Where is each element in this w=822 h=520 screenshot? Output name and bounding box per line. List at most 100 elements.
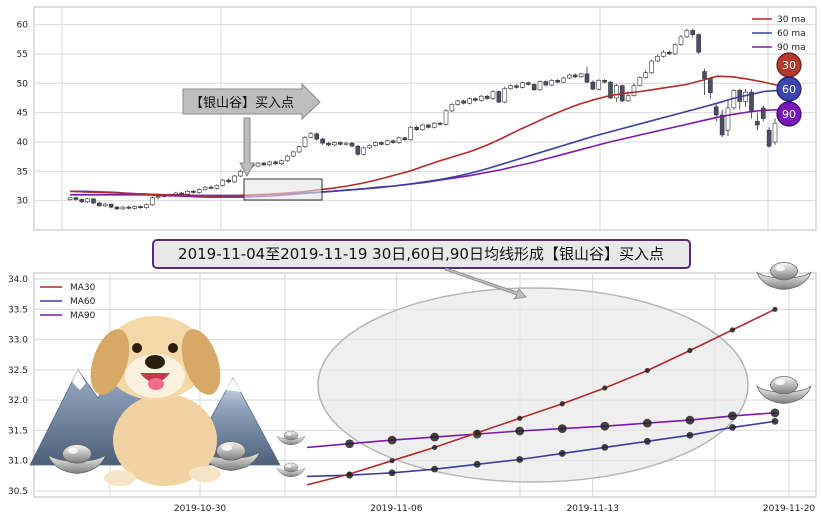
candle — [367, 144, 372, 150]
candle — [502, 86, 508, 104]
candle — [713, 103, 719, 122]
candle — [402, 136, 408, 141]
candle — [643, 70, 649, 79]
candle — [443, 109, 449, 126]
data-point — [602, 385, 608, 391]
data-point — [515, 426, 525, 436]
candle — [490, 90, 496, 100]
data-point — [389, 458, 395, 464]
candle — [455, 99, 461, 106]
y-tick-label: 31.5 — [8, 426, 28, 436]
ma-zoom-legend: MA30 MA60 MA90 — [40, 283, 96, 321]
moving-average-lines — [69, 75, 780, 198]
candle — [520, 81, 525, 89]
candle — [196, 188, 202, 194]
candle — [279, 159, 284, 165]
badge-60-label: 60 — [782, 83, 796, 96]
candle — [719, 109, 725, 138]
data-point — [346, 471, 353, 477]
candlestick-panel: 30 35 40 45 50 55 60 【银山谷】买入点 30 ma 60 ma 90 m… — [17, 6, 817, 231]
callout-arrow: 【银山谷】买入点 — [182, 82, 321, 178]
ma-zoom-y-axis: 30.5 31.0 31.5 32.0 32.5 33.0 33.5 34.0 — [8, 275, 28, 497]
candle — [760, 105, 766, 122]
y-tick-label: 60 — [17, 21, 29, 31]
badge-90 — [776, 101, 802, 127]
dog-mascot — [90, 316, 221, 486]
ma90-zoom-line — [306, 412, 776, 449]
candle — [73, 196, 79, 201]
candle — [384, 139, 390, 146]
y-tick-label: 40 — [17, 138, 29, 148]
x-tick-label: 2019-11-20 — [763, 504, 816, 514]
data-point — [430, 432, 440, 442]
data-point — [558, 450, 566, 457]
candle — [437, 122, 443, 126]
data-point — [644, 367, 650, 374]
candle — [420, 123, 425, 131]
candle — [696, 33, 701, 54]
data-point — [771, 417, 779, 425]
data-point — [687, 347, 693, 354]
candle — [232, 174, 237, 184]
candle — [97, 201, 102, 207]
candle — [343, 141, 349, 146]
candle — [290, 150, 296, 158]
candle — [649, 59, 654, 74]
candle — [379, 141, 384, 146]
candle — [202, 185, 208, 191]
candle — [672, 43, 678, 56]
ma60-zoom-line — [306, 420, 776, 478]
candle — [414, 125, 419, 131]
data-point — [729, 327, 736, 333]
legend-ma30-zoom: MA30 — [70, 283, 96, 293]
candle — [114, 205, 120, 211]
badge-90-label: 90 — [782, 108, 796, 121]
candle — [273, 160, 278, 165]
data-point — [474, 430, 480, 436]
data-point — [772, 306, 778, 312]
banner-pointer — [444, 267, 527, 300]
y-tick-label: 30.5 — [8, 487, 28, 497]
candle — [484, 95, 490, 100]
data-point — [388, 469, 396, 477]
candle — [261, 161, 267, 167]
candle — [155, 195, 161, 200]
legend-ma90-zoom: MA90 — [70, 311, 96, 321]
candle — [561, 76, 566, 84]
data-point — [686, 431, 694, 439]
candle — [326, 141, 331, 147]
candle — [766, 127, 772, 148]
candlestick-series — [67, 28, 778, 211]
candle — [320, 137, 325, 145]
y-tick-label: 45 — [17, 109, 28, 119]
candlestick-grid — [34, 7, 816, 230]
banner-text: 2019-11-04至2019-11-19 30日,60日,90日均线形成【银山… — [178, 245, 664, 263]
ma30-line — [69, 75, 780, 197]
data-point — [516, 456, 524, 463]
candle — [120, 205, 126, 211]
candle — [755, 112, 760, 131]
candle — [126, 205, 132, 210]
candle — [449, 103, 455, 113]
data-point — [601, 443, 609, 451]
y-tick-label: 31.0 — [8, 457, 28, 467]
y-tick-label: 30 — [17, 197, 29, 207]
candle — [473, 97, 478, 102]
x-tick-label: 2019-11-06 — [370, 504, 423, 514]
y-tick-label: 33.0 — [8, 336, 28, 346]
candle — [267, 160, 273, 167]
candle — [684, 28, 690, 39]
candle — [590, 80, 596, 91]
candle — [349, 141, 355, 148]
data-point — [387, 435, 397, 445]
x-tick-label: 2019-11-13 — [567, 504, 619, 514]
candle — [702, 68, 707, 96]
candle — [666, 50, 672, 56]
candle — [514, 84, 519, 89]
candle — [355, 144, 361, 156]
data-point — [345, 439, 354, 449]
data-point — [770, 408, 780, 418]
candle — [132, 205, 137, 210]
candle — [461, 99, 466, 105]
candle — [238, 169, 243, 178]
